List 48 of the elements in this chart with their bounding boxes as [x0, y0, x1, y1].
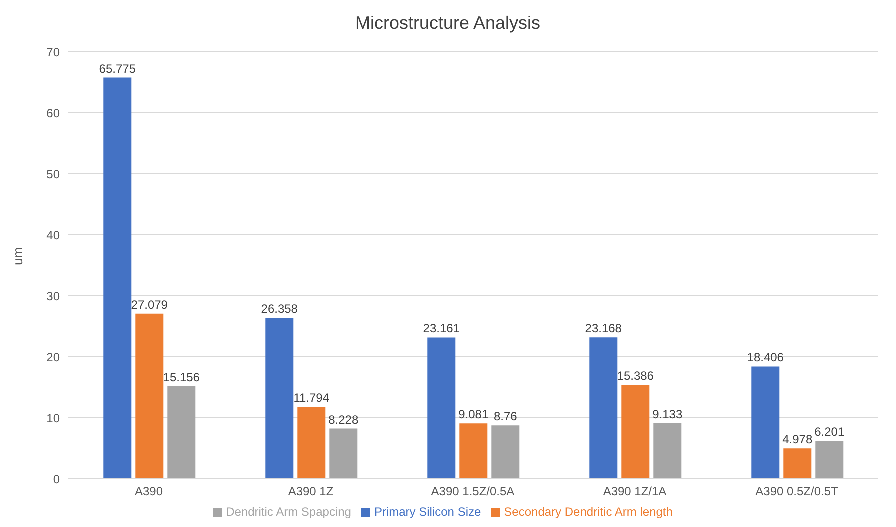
- y-axis-title: um: [10, 247, 26, 266]
- data-label: 9.081: [458, 408, 489, 422]
- bar: [622, 385, 650, 479]
- legend-label: Secondary Dendritic Arm length: [504, 505, 673, 519]
- x-tick-label: A390 1Z/1A: [603, 484, 667, 499]
- y-tick-label: 60: [46, 106, 60, 120]
- y-tick-label: 0: [53, 472, 60, 486]
- data-label: 65.775: [99, 62, 136, 76]
- bar: [492, 426, 520, 479]
- x-tick-label: A390 1.5Z/0.5A: [431, 484, 515, 499]
- data-label: 15.386: [617, 369, 654, 384]
- data-label: 15.156: [163, 370, 200, 385]
- bar: [784, 448, 812, 479]
- data-label: 18.406: [747, 350, 784, 365]
- data-label: 6.201: [814, 425, 845, 440]
- data-label: 11.794: [294, 391, 330, 406]
- bar: [816, 441, 844, 479]
- chart-title: Microstructure Analysis: [354, 12, 542, 35]
- x-tick-label: A390 1Z: [288, 484, 334, 499]
- data-label: 23.161: [423, 322, 460, 336]
- x-tick-label: A390 0.5Z/0.5T: [756, 484, 840, 499]
- bar: [330, 428, 358, 479]
- bar: [266, 318, 294, 479]
- bar: [752, 366, 780, 479]
- bar: [136, 314, 164, 479]
- bar: [428, 338, 456, 479]
- bar: [168, 386, 196, 479]
- x-tick-label: A390: [134, 484, 164, 499]
- data-label: 26.358: [261, 302, 298, 316]
- legend-label: Dendritic Arm Spapcing: [226, 505, 352, 519]
- bar: [460, 424, 488, 479]
- data-label: 27.079: [131, 298, 168, 312]
- data-label: 8.228: [328, 412, 359, 427]
- data-label: 4.978: [782, 432, 813, 447]
- y-tick-label: 10: [46, 411, 60, 426]
- y-tick-label: 40: [46, 228, 60, 242]
- y-tick-label: 50: [46, 167, 60, 182]
- data-label: 8.76: [494, 410, 518, 424]
- bar: [298, 407, 326, 479]
- y-tick-label: 30: [46, 289, 60, 304]
- bar: [104, 78, 132, 479]
- y-tick-label: 20: [46, 350, 60, 364]
- data-label: 9.133: [652, 407, 683, 422]
- y-tick-label: 70: [46, 45, 60, 60]
- bar: [590, 338, 618, 479]
- data-label: 23.168: [585, 322, 622, 336]
- legend-label: Primary Silicon Size: [374, 505, 482, 519]
- bar: [654, 423, 682, 479]
